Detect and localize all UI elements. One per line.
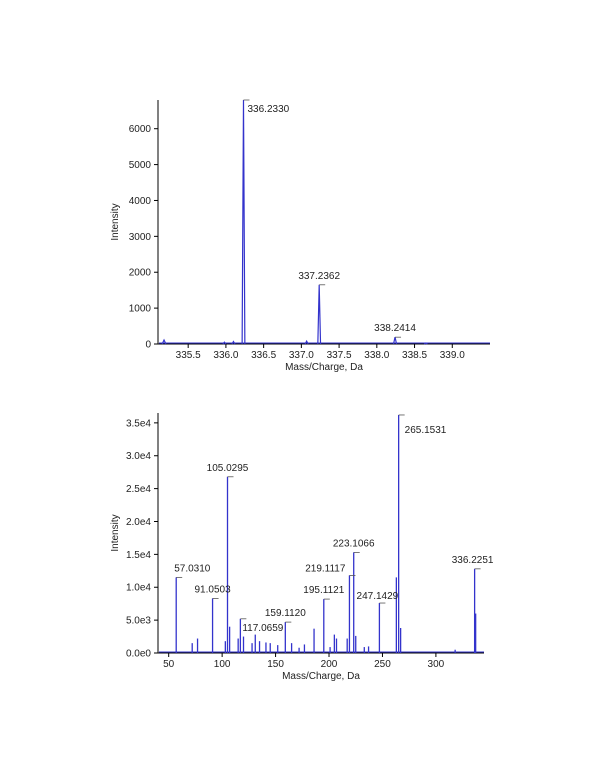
peak-label: 91.0503 (194, 584, 231, 595)
y-tick-label: 5000 (129, 160, 152, 171)
peak-label: 223.1066 (333, 538, 375, 549)
y-tick-label: 3.0e4 (126, 451, 151, 462)
y-tick-label: 2000 (129, 268, 152, 279)
chart-2: 0.0e0 5.0e3 1.0e4 1.5e4 2.0e4 2.5e4 3.0e4 3.5e4… (110, 413, 494, 682)
spectrum-peak (317, 284, 322, 345)
x-tick-label: 338.5 (402, 350, 427, 361)
y-axis-label: Intensity (110, 514, 121, 551)
x-tick-label: 337.0 (289, 350, 314, 361)
x-tick-label: 250 (374, 659, 391, 670)
x-tick-label: 50 (163, 659, 175, 670)
x-tick-label: 100 (214, 659, 231, 670)
spectrum-peak (231, 340, 236, 345)
peak-label: 117.0659 (242, 623, 283, 634)
x-tick-label: 336.5 (251, 350, 276, 361)
y-tick-label: 5.0e3 (126, 616, 151, 627)
peak-label: 57.0310 (174, 563, 211, 574)
peak-label: 338.2414 (374, 323, 416, 334)
x-tick-label: 335.5 (176, 350, 201, 361)
x-tick-label: 339.0 (440, 350, 465, 361)
x-tick-label: 338.0 (364, 350, 389, 361)
y-tick-label: 0.0e0 (126, 649, 151, 660)
y-tick-label: 2.5e4 (126, 484, 151, 495)
spectrum-peak (241, 99, 246, 345)
y-tick-label: 2.0e4 (126, 517, 151, 528)
y-axis-label: Intensity (110, 203, 121, 240)
x-tick-label: 150 (267, 659, 284, 670)
x-tick-label: 200 (321, 659, 338, 670)
x-tick-label: 300 (428, 659, 445, 670)
y-tick-label: 3.5e4 (126, 418, 151, 429)
spectrum-peak (161, 338, 167, 345)
y-tick-label: 4000 (129, 196, 152, 207)
x-tick-label: 337.5 (327, 350, 352, 361)
peak-label: 336.2330 (247, 104, 289, 115)
y-tick-label: 1000 (129, 304, 152, 315)
spectrum-peak (424, 342, 428, 345)
x-axis-label: Mass/Charge, Da (282, 671, 360, 682)
y-tick-label: 1.0e4 (126, 583, 151, 594)
peak-label: 247.1429 (357, 591, 399, 602)
peak-label: 159.1120 (265, 608, 306, 619)
chart-1: 0 1000 2000 3000 4000 5000 6000 335.5 336.0 336.5… (110, 99, 490, 373)
peak-label: 105.0295 (207, 463, 249, 474)
x-tick-label: 336.0 (213, 350, 238, 361)
spectrum-peak (304, 339, 309, 345)
peak-label: 195.1121 (303, 585, 344, 596)
y-tick-label: 1.5e4 (126, 550, 151, 561)
peak-label: 336.2251 (452, 555, 494, 566)
y-tick-label: 3000 (129, 232, 152, 243)
spectrum-peak (222, 341, 227, 345)
x-axis-label: Mass/Charge, Da (285, 362, 363, 373)
y-tick-label: 0 (145, 340, 151, 351)
peak-label: 219.1117 (305, 563, 346, 574)
y-tick-label: 6000 (129, 124, 152, 135)
peak-label: 337.2362 (298, 271, 340, 282)
peak-label: 265.1531 (405, 425, 447, 436)
